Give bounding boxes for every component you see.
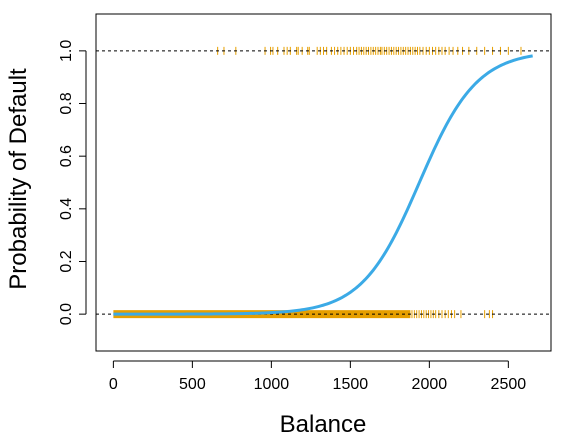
x-tick-label-2: 1000 xyxy=(254,376,290,393)
x-axis: 0 500 1000 1500 2000 2500 xyxy=(109,360,527,393)
x-tick-label-4: 2000 xyxy=(412,376,448,393)
x-axis-title: Balance xyxy=(280,411,367,438)
x-tick-label-3: 1500 xyxy=(333,376,369,393)
rug-marks xyxy=(217,46,522,319)
y-tick-label-0: 0.0 xyxy=(58,303,75,325)
y-axis: 0.0 0.2 0.4 0.6 0.8 1.0 xyxy=(58,40,87,325)
x-tick-label-1: 500 xyxy=(179,376,206,393)
reference-lines xyxy=(96,50,551,315)
y-tick-label-3: 0.6 xyxy=(58,145,75,167)
y-tick-label-5: 1.0 xyxy=(58,40,75,62)
y-tick-label-1: 0.2 xyxy=(58,250,75,272)
y-tick-label-2: 0.4 xyxy=(58,198,75,220)
plot-frame xyxy=(95,13,552,352)
logistic-curve xyxy=(113,54,533,316)
y-axis-title: Probability of Default xyxy=(5,68,32,290)
y-tick-label-4: 0.8 xyxy=(58,92,75,114)
x-tick-label-0: 0 xyxy=(109,376,118,393)
x-tick-label-5: 2500 xyxy=(491,376,527,393)
